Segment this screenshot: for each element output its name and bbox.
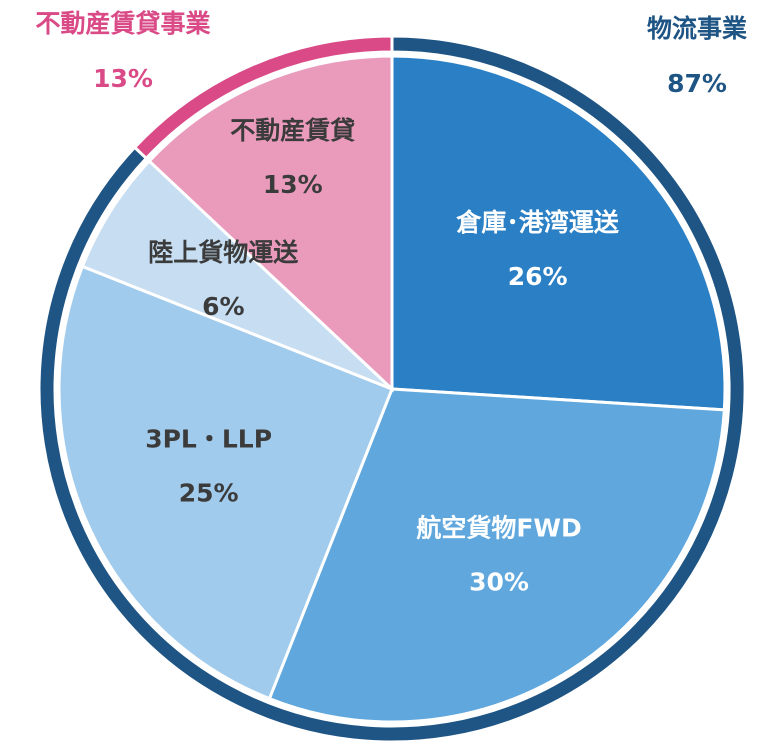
slice-label: 航空貨物FWD <box>416 514 581 543</box>
ring-value-label: 13% <box>93 64 153 93</box>
slice-label: 3PL・LLP <box>145 424 272 453</box>
slice-value-label: 6% <box>202 292 244 321</box>
ring-label: 物流事業 <box>647 14 747 43</box>
slice-label: 陸上貨物運送 <box>148 238 298 267</box>
slice-value-label: 25% <box>179 478 239 507</box>
pie-slice <box>147 54 394 393</box>
slice-value-label: 26% <box>508 262 568 291</box>
slice-value-label: 13% <box>263 170 323 199</box>
ring-label: 不動産賃貸事業 <box>35 9 210 38</box>
ring-value-label: 87% <box>667 69 727 98</box>
ring-segment <box>132 34 394 161</box>
slice-value-label: 30% <box>469 568 529 597</box>
slice-label: 倉庫･港湾運送 <box>455 208 619 237</box>
pie-slice <box>57 264 394 701</box>
pie-slice <box>390 54 727 412</box>
pie-slice <box>80 158 394 391</box>
slice-label: 不動産賃貸 <box>230 116 355 145</box>
pie-slice <box>267 387 726 724</box>
